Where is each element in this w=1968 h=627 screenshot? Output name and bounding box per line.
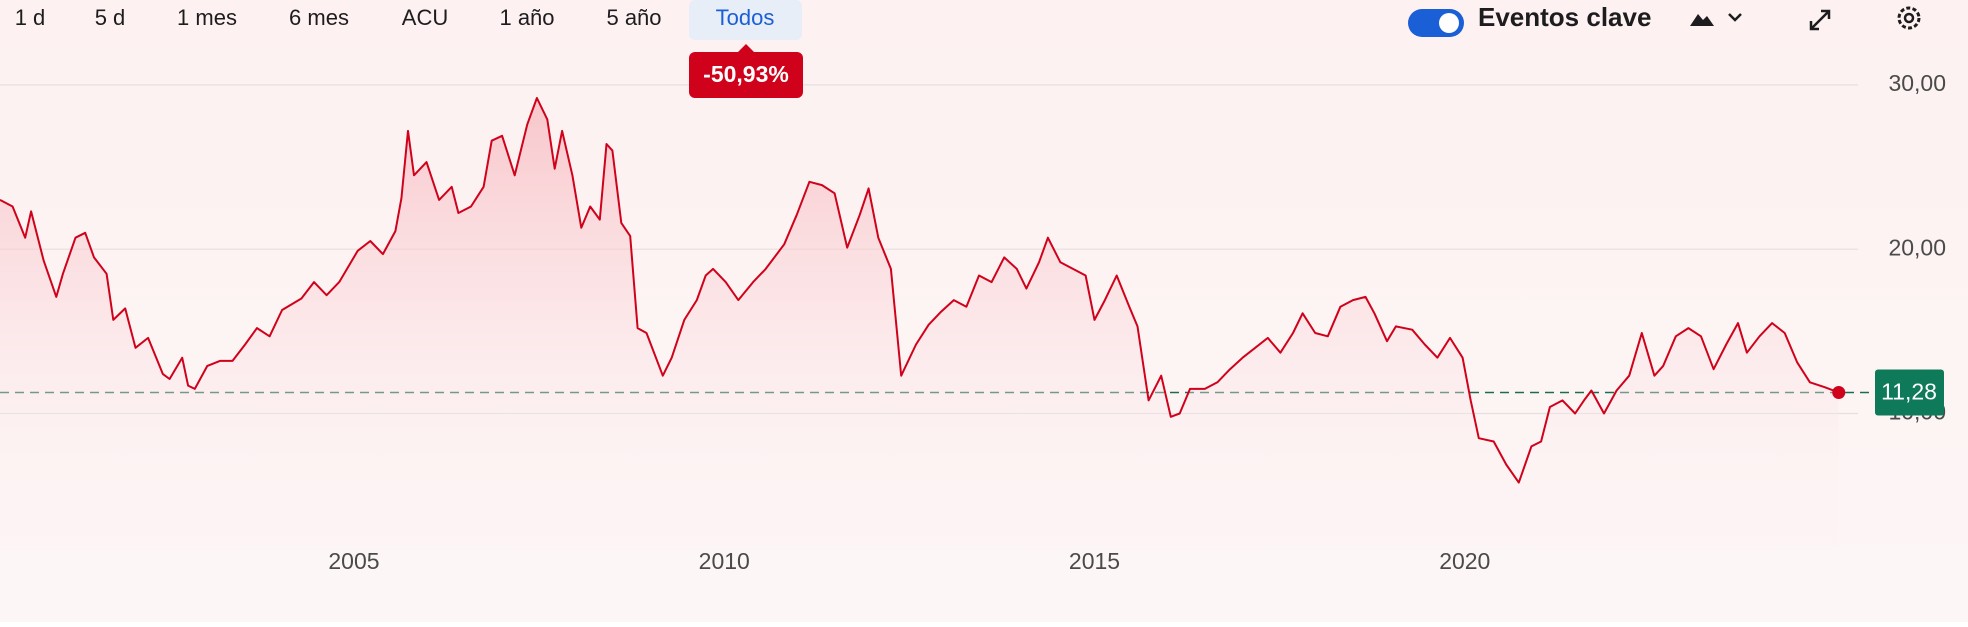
price-line	[0, 97, 1840, 484]
last-price-badge	[1875, 369, 1944, 416]
range-button[interactable]: 5 año	[606, 5, 661, 30]
change-badge	[689, 52, 803, 98]
events-label[interactable]: Eventos clave	[1478, 2, 1651, 32]
settings-icon[interactable]	[1897, 6, 1921, 30]
expand-icon[interactable]	[1809, 9, 1831, 31]
dropdown-icon[interactable]	[1728, 13, 1742, 22]
price-area	[0, 98, 1839, 545]
range-button[interactable]: 1 d	[15, 5, 46, 30]
chart-type-icon[interactable]	[1690, 14, 1714, 26]
range-button[interactable]: Todos	[716, 5, 775, 30]
plot: 10,0020,0030,00200520102015202011,28-50,…	[0, 44, 1946, 574]
y-tick-label: 30,00	[1888, 70, 1946, 96]
y-tick-label: 20,00	[1888, 234, 1946, 260]
x-tick-label: 2005	[328, 548, 379, 574]
range-button[interactable]: 1 año	[499, 5, 554, 30]
range-button[interactable]: 5 d	[95, 5, 126, 30]
toolbar: 1 d 5 d 1 mes 6 mes ACU 1 año 5 año Todos	[15, 0, 802, 40]
range-button[interactable]: 1 mes	[177, 5, 237, 30]
toggle-knob	[1439, 13, 1459, 33]
last-point	[1832, 385, 1846, 399]
range-button-bg[interactable]	[689, 0, 802, 40]
change-badge-pointer	[737, 44, 755, 53]
x-tick-label: 2020	[1439, 548, 1490, 574]
range-button[interactable]: 6 mes	[289, 5, 349, 30]
last-price-label: 11,28	[1881, 379, 1937, 405]
x-tick-label: 2015	[1069, 548, 1120, 574]
change-label: -50,93%	[703, 61, 789, 87]
range-button[interactable]: ACU	[402, 5, 448, 30]
x-tick-label: 2010	[699, 548, 750, 574]
